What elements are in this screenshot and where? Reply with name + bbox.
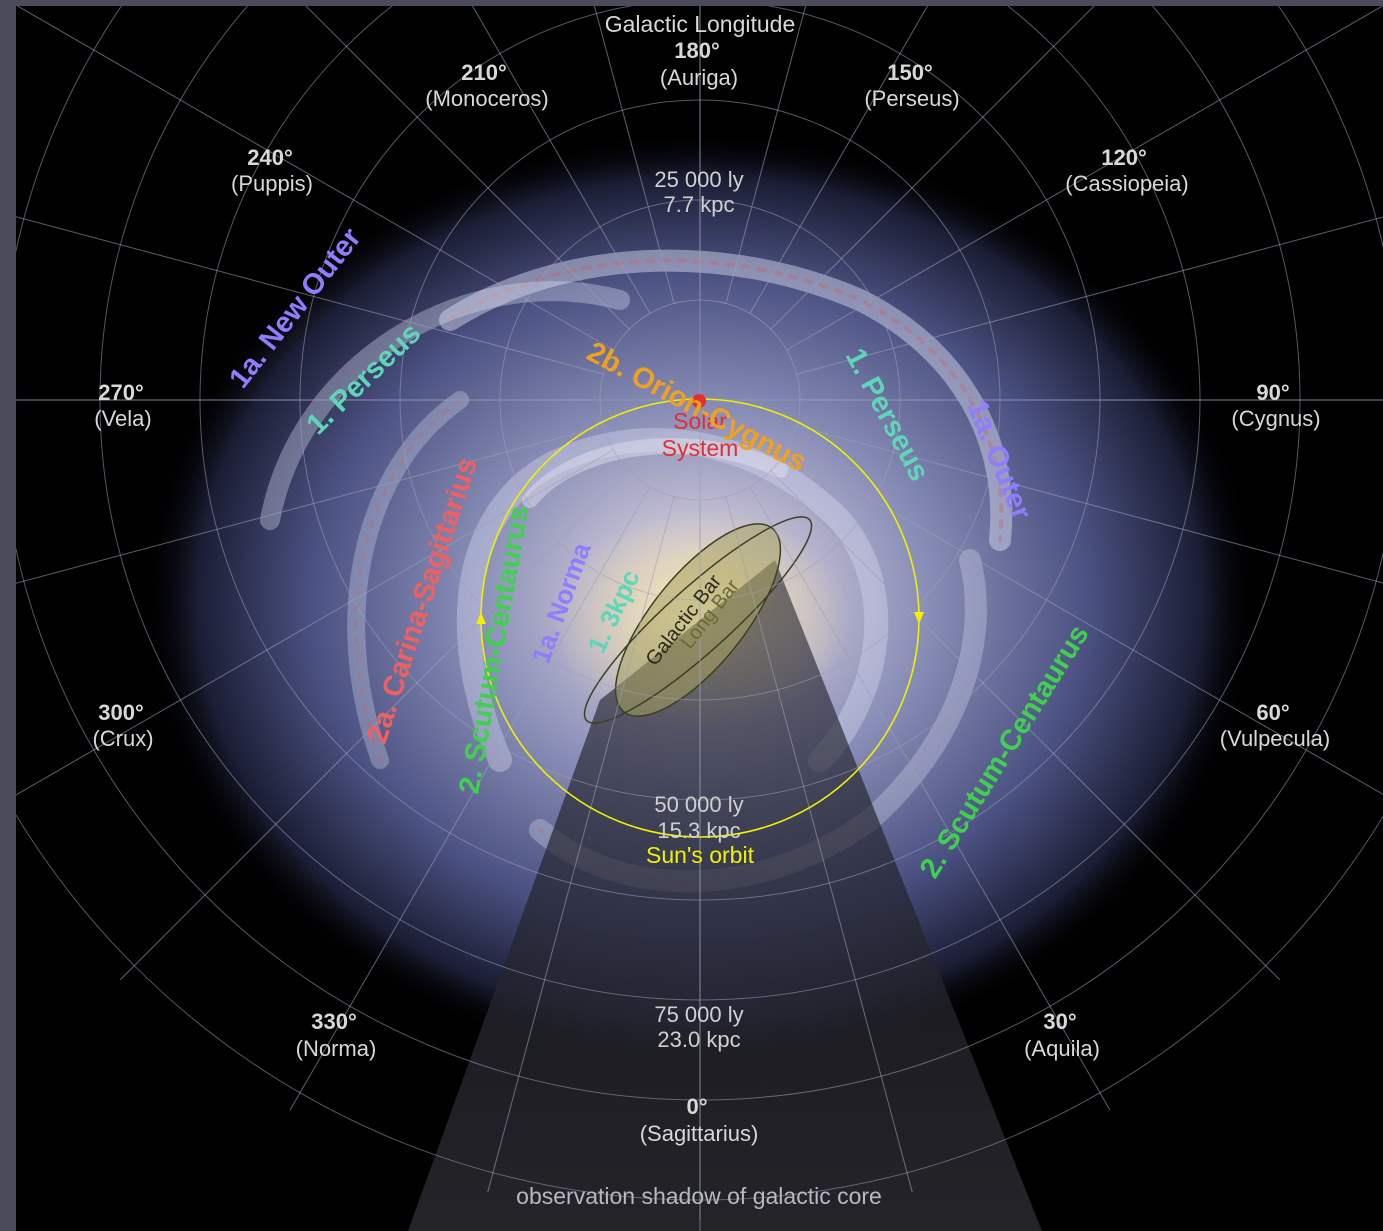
- galactic-bar: [614, 523, 782, 717]
- distance-kpc-7-7: 7.7 kpc: [664, 192, 735, 217]
- solar-system-dot: [692, 394, 706, 408]
- longitude-line: [16, 425, 604, 584]
- longitude-degree-180: 180°: [674, 38, 720, 63]
- longitude-constellation-cassiopeia: (Cassiopeia): [1065, 171, 1189, 196]
- longitude-constellation-crux: (Crux): [92, 726, 153, 751]
- longitude-degree-90: 90°: [1256, 380, 1289, 405]
- distance-ly-50000: 50 000 ly: [654, 792, 743, 817]
- longitude-line: [749, 6, 929, 314]
- longitude-lines: [16, 6, 1383, 1231]
- distance-ly-25000: 25 000 ly: [654, 167, 743, 192]
- longitude-degree-0: 0°: [686, 1094, 707, 1119]
- distance-kpc-15-3: 15.3 kpc: [657, 818, 740, 843]
- orbit-arrow-right: [914, 612, 924, 624]
- solar-system-label-line1: Solar: [673, 408, 727, 434]
- orbit-arrow-left: [476, 612, 486, 624]
- longitude-line: [725, 6, 807, 304]
- longitude-line: [796, 425, 1383, 584]
- longitude-line: [770, 6, 1095, 330]
- longitude-line: [487, 496, 675, 1193]
- longitude-degree-150: 150°: [887, 60, 933, 85]
- longitude-line: [16, 6, 614, 351]
- longitude-constellation-monoceros: (Monoceros): [425, 86, 548, 111]
- distance-kpc-23-0: 23.0 kpc: [657, 1027, 740, 1052]
- longitude-constellation-cygnus: (Cygnus): [1231, 406, 1320, 431]
- distance-ly-75000: 75 000 ly: [654, 1002, 743, 1027]
- longitude-constellation-vulpecula: (Vulpecula): [1220, 726, 1330, 751]
- longitude-line: [786, 6, 1383, 351]
- longitude-line: [119, 470, 630, 981]
- chart-title: Galactic Longitude: [605, 11, 796, 37]
- longitude-degree-330: 330°: [311, 1009, 357, 1034]
- long-bar: [583, 516, 813, 724]
- longitude-degree-30: 30°: [1043, 1009, 1076, 1034]
- longitude-line: [749, 486, 1111, 1111]
- longitude-constellation-aquila: (Aquila): [1024, 1036, 1100, 1061]
- longitude-line: [593, 6, 675, 304]
- longitude-line: [289, 486, 651, 1111]
- observation-shadow-caption: observation shadow of galactic core: [516, 1183, 882, 1209]
- longitude-line: [471, 6, 651, 314]
- longitude-degree-120: 120°: [1101, 145, 1147, 170]
- longitude-constellation-puppis: (Puppis): [231, 171, 313, 196]
- longitude-constellation-sagittarius: (Sagittarius): [640, 1121, 759, 1146]
- longitude-line: [796, 216, 1383, 375]
- longitude-constellation-vela: (Vela): [94, 406, 151, 431]
- longitude-degree-300: 300°: [98, 700, 144, 725]
- longitude-constellation-norma: (Norma): [296, 1036, 377, 1061]
- longitude-degree-60: 60°: [1256, 700, 1289, 725]
- longitude-line: [16, 216, 604, 375]
- longitude-line: [305, 6, 630, 330]
- longitude-degree-240: 240°: [247, 145, 293, 170]
- sun-orbit-label: Sun's orbit: [646, 842, 755, 868]
- galaxy-map-stage: Galactic Longitude 180° (Auriga) 210° (M…: [16, 6, 1383, 1231]
- solar-system-label-line2: System: [662, 435, 739, 461]
- longitude-constellation-perseus: (Perseus): [864, 86, 959, 111]
- longitude-constellation-auriga: (Auriga): [660, 65, 738, 90]
- longitude-line: [725, 496, 913, 1193]
- longitude-line: [770, 470, 1281, 981]
- longitude-degree-210: 210°: [461, 60, 507, 85]
- observation-shadow: [408, 560, 1042, 1231]
- longitude-degree-270: 270°: [98, 380, 144, 405]
- galaxy-map: Galactic Longitude 180° (Auriga) 210° (M…: [16, 6, 1383, 1231]
